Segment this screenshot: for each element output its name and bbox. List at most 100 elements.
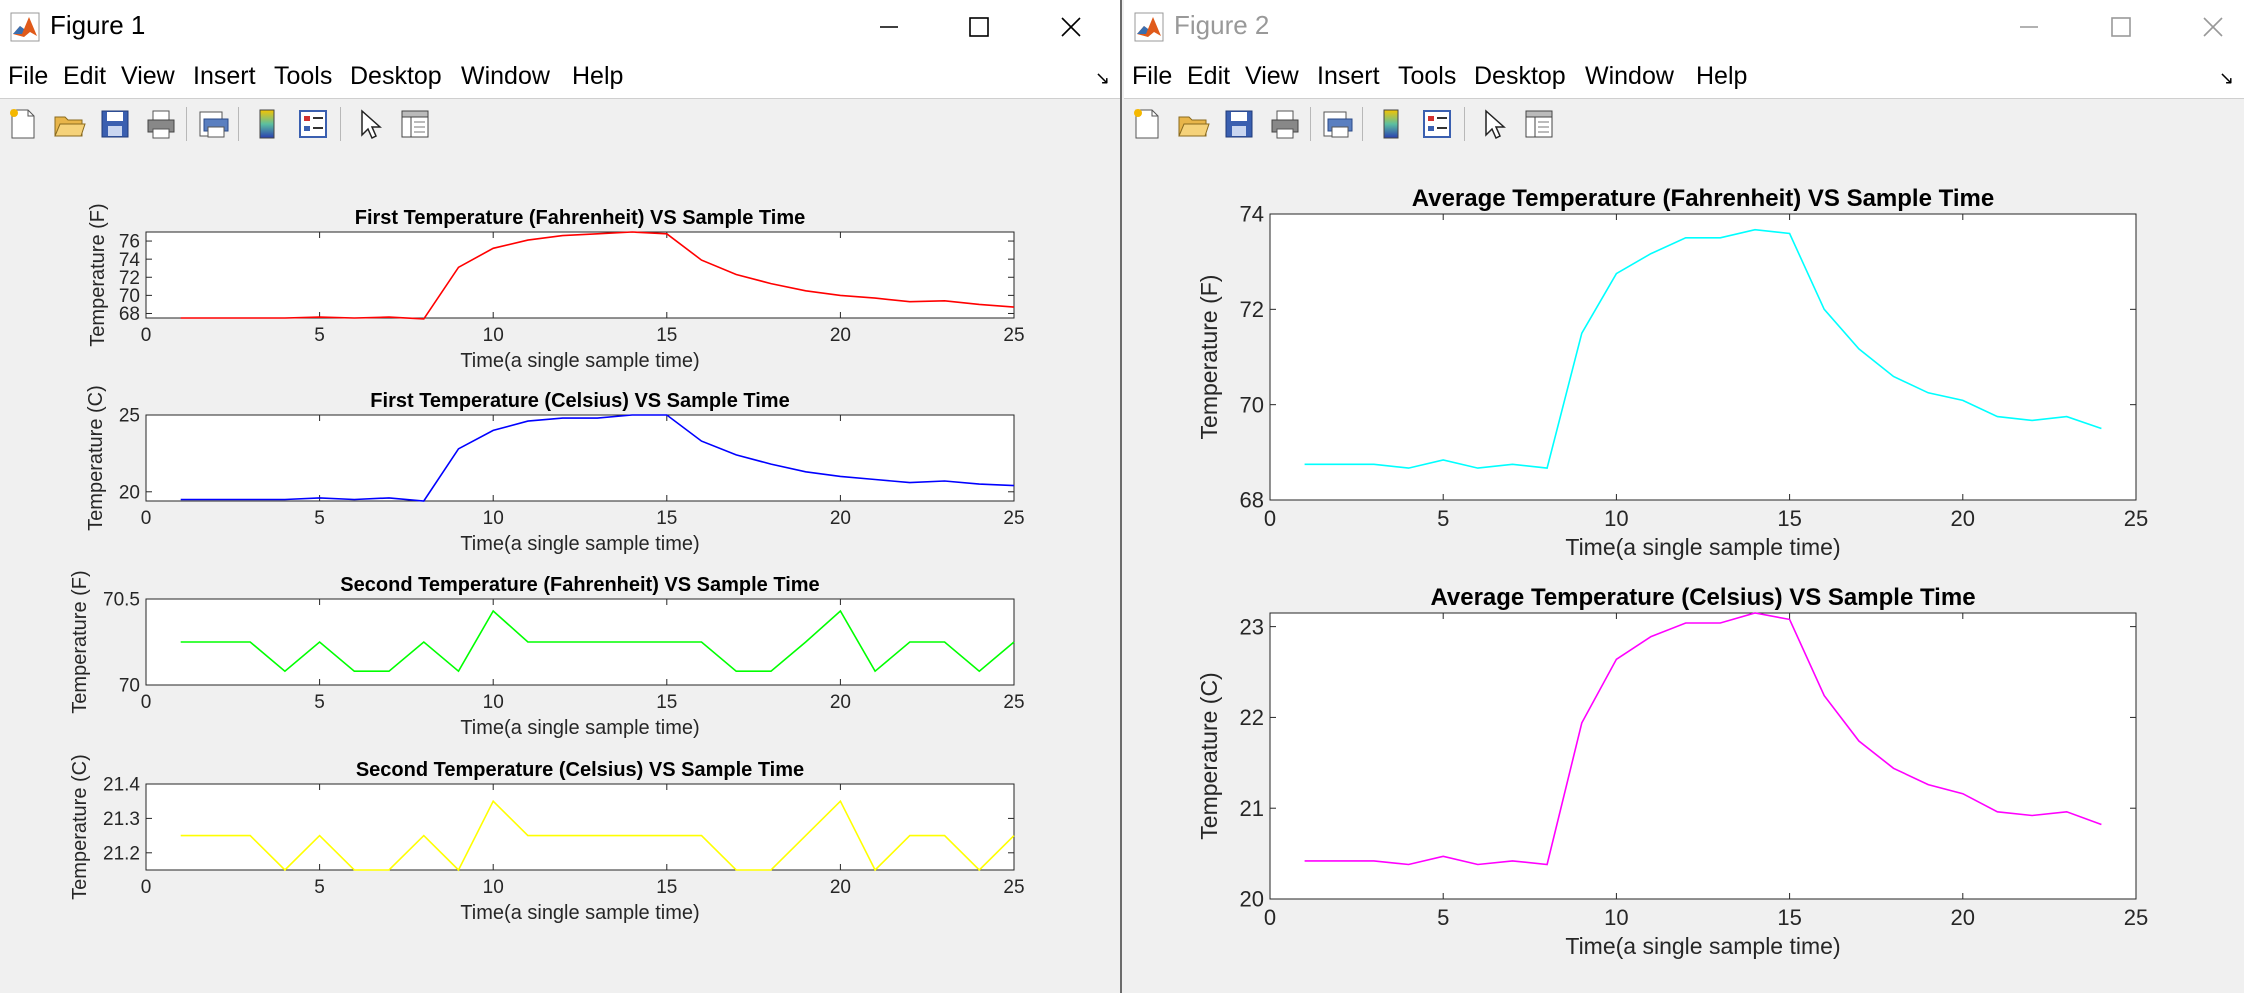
y-axis-label: Temperature (C) — [1196, 672, 1222, 839]
print-preview-button[interactable] — [1320, 107, 1354, 141]
x-axis-label: Time(a single sample time) — [1565, 933, 1840, 959]
menu-view[interactable]: View — [121, 62, 175, 90]
x-tick-label: 0 — [141, 692, 152, 713]
menu-tools[interactable]: Tools — [274, 62, 333, 90]
x-tick-label: 25 — [1003, 692, 1024, 713]
x-tick-label: 25 — [1003, 877, 1024, 898]
menu-window[interactable]: Window — [461, 62, 550, 90]
close-icon — [1061, 17, 1081, 37]
save-button[interactable] — [98, 107, 132, 141]
x-axis-label: Time(a single sample time) — [460, 533, 699, 555]
open-folder-button[interactable] — [1176, 107, 1210, 141]
x-tick-label: 5 — [314, 508, 325, 529]
y-tick-label: 70 — [1240, 392, 1264, 417]
title-bar[interactable]: Figure 2 — [1124, 0, 2244, 54]
figure-2-plot-area: Average Temperature (Fahrenheit) VS Samp… — [1196, 185, 2148, 959]
menu-window[interactable]: Window — [1585, 62, 1674, 90]
close-icon — [2203, 17, 2223, 37]
menu-help[interactable]: Help — [572, 62, 624, 90]
chart-title: Second Temperature (Fahrenheit) VS Sampl… — [340, 574, 819, 596]
dock-arrow-icon[interactable]: ↘ — [1094, 68, 1110, 88]
chart: First Temperature (Celsius) VS Sample Ti… — [85, 385, 1025, 555]
figure-1-window: Figure 1 File Edit View Insert Tools Des… — [0, 0, 1122, 993]
menu-view[interactable]: View — [1245, 62, 1299, 90]
pointer-button[interactable] — [1476, 107, 1510, 141]
plot-axes-box — [145, 414, 1015, 502]
y-axis-label: Temperature (F) — [1196, 275, 1222, 440]
y-axis-label: Temperature (F) — [69, 570, 91, 713]
close-button[interactable] — [1032, 0, 1112, 54]
title-bar[interactable]: Figure 1 — [0, 0, 1120, 54]
x-tick-label: 25 — [1003, 325, 1024, 346]
maximize-icon — [2111, 17, 2131, 37]
menu-tools[interactable]: Tools — [1398, 62, 1457, 90]
colorbar-button[interactable] — [1374, 107, 1408, 141]
chart: Second Temperature (Fahrenheit) VS Sampl… — [69, 570, 1025, 739]
new-file-button[interactable] — [1130, 107, 1164, 141]
menu-edit[interactable]: Edit — [63, 62, 107, 90]
maximize-button[interactable] — [2082, 0, 2162, 54]
pointer-button[interactable] — [352, 107, 386, 141]
x-tick-label: 15 — [656, 325, 677, 346]
x-tick-label: 10 — [483, 508, 504, 529]
chart-title: Second Temperature (Celsius) VS Sample T… — [356, 759, 804, 781]
matlab-logo-icon — [1134, 12, 1164, 42]
open-folder-button[interactable] — [52, 107, 86, 141]
maximize-button[interactable] — [940, 0, 1020, 54]
toolbar-separator — [1310, 107, 1311, 141]
toolbar-separator — [1362, 107, 1363, 141]
legend-button[interactable] — [296, 107, 330, 141]
x-tick-label: 15 — [1777, 905, 1801, 930]
y-tick-label: 74 — [119, 250, 141, 271]
print-button[interactable] — [1268, 107, 1302, 141]
figure-2-window: Figure 2 File Edit View Insert Tools Des… — [1124, 0, 2244, 993]
toolbar-separator — [238, 107, 239, 141]
menu-desktop[interactable]: Desktop — [1474, 62, 1566, 90]
close-button[interactable] — [2174, 0, 2244, 54]
menu-help[interactable]: Help — [1696, 62, 1748, 90]
dock-arrow-icon[interactable]: ↘ — [2218, 68, 2234, 88]
print-button[interactable] — [144, 107, 178, 141]
minimize-button[interactable] — [850, 0, 930, 54]
x-tick-label: 10 — [1604, 506, 1628, 531]
property-inspector-button[interactable] — [398, 107, 432, 141]
menu-file[interactable]: File — [8, 62, 49, 90]
menu-bar: File Edit View Insert Tools Desktop Wind… — [0, 54, 1120, 98]
colorbar-icon — [259, 109, 275, 139]
x-tick-label: 10 — [483, 877, 504, 898]
x-tick-label: 20 — [1951, 506, 1975, 531]
save-button[interactable] — [1222, 107, 1256, 141]
chart: Average Temperature (Celsius) VS Sample … — [1196, 584, 2148, 959]
x-tick-label: 20 — [830, 877, 851, 898]
minimize-button[interactable] — [1990, 0, 2070, 54]
menu-file[interactable]: File — [1132, 62, 1173, 90]
property-inspector-button[interactable] — [1522, 107, 1556, 141]
legend-icon — [1423, 110, 1451, 138]
menu-edit[interactable]: Edit — [1187, 62, 1231, 90]
menu-insert[interactable]: Insert — [1317, 62, 1380, 90]
x-tick-label: 0 — [141, 508, 152, 529]
plot-axes-box — [145, 231, 1015, 319]
legend-button[interactable] — [1420, 107, 1454, 141]
colorbar-button[interactable] — [250, 107, 284, 141]
menu-insert[interactable]: Insert — [193, 62, 256, 90]
y-tick-label: 22 — [1240, 705, 1264, 730]
y-tick-label: 70 — [119, 286, 140, 307]
menu-desktop[interactable]: Desktop — [350, 62, 442, 90]
x-tick-label: 20 — [1951, 905, 1975, 930]
menu-bar: File Edit View Insert Tools Desktop Wind… — [1124, 54, 2244, 98]
toolbar-separator — [340, 107, 341, 141]
print-preview-icon — [199, 111, 229, 138]
toolbar-separator — [186, 107, 187, 141]
print-preview-button[interactable] — [196, 107, 230, 141]
x-tick-label: 10 — [483, 325, 504, 346]
x-tick-label: 20 — [830, 692, 851, 713]
y-tick-label: 72 — [119, 268, 140, 289]
y-tick-label: 21.2 — [103, 843, 140, 864]
x-tick-label: 25 — [2124, 506, 2148, 531]
open-folder-icon — [54, 116, 86, 137]
colorbar-icon — [1383, 109, 1399, 139]
y-axis-label: Temperature (C) — [85, 385, 107, 531]
x-tick-label: 0 — [1264, 506, 1276, 531]
new-file-button[interactable] — [6, 107, 40, 141]
